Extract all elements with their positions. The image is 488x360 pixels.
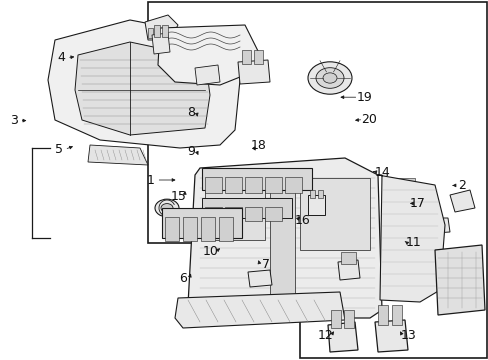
Polygon shape bbox=[238, 60, 269, 84]
Polygon shape bbox=[377, 175, 444, 302]
Polygon shape bbox=[195, 65, 220, 85]
Circle shape bbox=[281, 282, 288, 288]
Text: 11: 11 bbox=[405, 237, 420, 249]
Circle shape bbox=[276, 279, 292, 291]
Polygon shape bbox=[307, 195, 325, 215]
Polygon shape bbox=[152, 33, 170, 54]
Circle shape bbox=[307, 62, 351, 94]
Bar bbox=[343, 310, 353, 328]
Polygon shape bbox=[175, 292, 345, 328]
Polygon shape bbox=[299, 178, 369, 250]
Bar bbox=[330, 310, 340, 328]
Bar bbox=[224, 207, 242, 221]
Bar bbox=[204, 207, 222, 221]
Text: 2: 2 bbox=[457, 179, 465, 192]
Bar bbox=[309, 190, 314, 198]
Text: 13: 13 bbox=[400, 329, 415, 342]
Text: 19: 19 bbox=[356, 91, 371, 104]
Text: 15: 15 bbox=[171, 190, 186, 203]
Polygon shape bbox=[155, 28, 160, 38]
Bar bbox=[162, 25, 168, 37]
Text: 3: 3 bbox=[10, 114, 18, 127]
Polygon shape bbox=[431, 218, 449, 233]
Bar bbox=[317, 190, 323, 198]
Polygon shape bbox=[48, 20, 240, 148]
Text: 14: 14 bbox=[374, 166, 389, 179]
Bar bbox=[202, 198, 291, 218]
Text: 1: 1 bbox=[146, 174, 154, 186]
Bar bbox=[242, 50, 250, 64]
Bar bbox=[389, 178, 414, 194]
Bar bbox=[340, 252, 355, 264]
Text: 5: 5 bbox=[55, 143, 62, 156]
Text: 17: 17 bbox=[409, 197, 425, 210]
Bar bbox=[204, 177, 222, 193]
Polygon shape bbox=[449, 190, 474, 212]
Text: 7: 7 bbox=[261, 258, 269, 271]
Bar bbox=[391, 305, 401, 325]
Polygon shape bbox=[148, 2, 486, 358]
Polygon shape bbox=[247, 270, 271, 287]
Polygon shape bbox=[374, 320, 407, 352]
Text: 6: 6 bbox=[179, 273, 187, 285]
Bar bbox=[244, 177, 262, 193]
Text: 12: 12 bbox=[317, 329, 332, 342]
Circle shape bbox=[155, 199, 179, 217]
Polygon shape bbox=[88, 145, 148, 165]
Text: 9: 9 bbox=[186, 145, 194, 158]
Polygon shape bbox=[187, 158, 381, 318]
Polygon shape bbox=[327, 322, 357, 352]
Polygon shape bbox=[148, 28, 153, 38]
Bar bbox=[162, 208, 242, 238]
Bar bbox=[201, 217, 215, 241]
Polygon shape bbox=[158, 25, 260, 85]
Polygon shape bbox=[269, 175, 294, 318]
Bar bbox=[253, 50, 263, 64]
Bar bbox=[264, 207, 282, 221]
Bar bbox=[202, 168, 311, 190]
Bar bbox=[219, 217, 232, 241]
Bar bbox=[264, 177, 282, 193]
Polygon shape bbox=[162, 28, 167, 38]
Bar bbox=[224, 177, 242, 193]
Bar bbox=[377, 305, 387, 325]
Polygon shape bbox=[145, 15, 178, 40]
Text: 10: 10 bbox=[202, 245, 218, 258]
Circle shape bbox=[161, 204, 173, 212]
Text: 4: 4 bbox=[57, 51, 65, 64]
Polygon shape bbox=[434, 245, 484, 315]
Bar bbox=[183, 217, 197, 241]
Text: 8: 8 bbox=[186, 106, 194, 119]
Bar bbox=[154, 25, 160, 37]
Polygon shape bbox=[384, 190, 421, 215]
Text: 18: 18 bbox=[250, 139, 265, 152]
Bar bbox=[244, 207, 262, 221]
Polygon shape bbox=[75, 42, 209, 135]
Polygon shape bbox=[204, 178, 264, 240]
Text: 16: 16 bbox=[294, 214, 309, 227]
Circle shape bbox=[323, 73, 336, 83]
Text: 20: 20 bbox=[361, 113, 376, 126]
Polygon shape bbox=[337, 260, 359, 280]
Circle shape bbox=[315, 68, 343, 88]
Bar bbox=[164, 217, 179, 241]
Bar bbox=[285, 177, 302, 193]
